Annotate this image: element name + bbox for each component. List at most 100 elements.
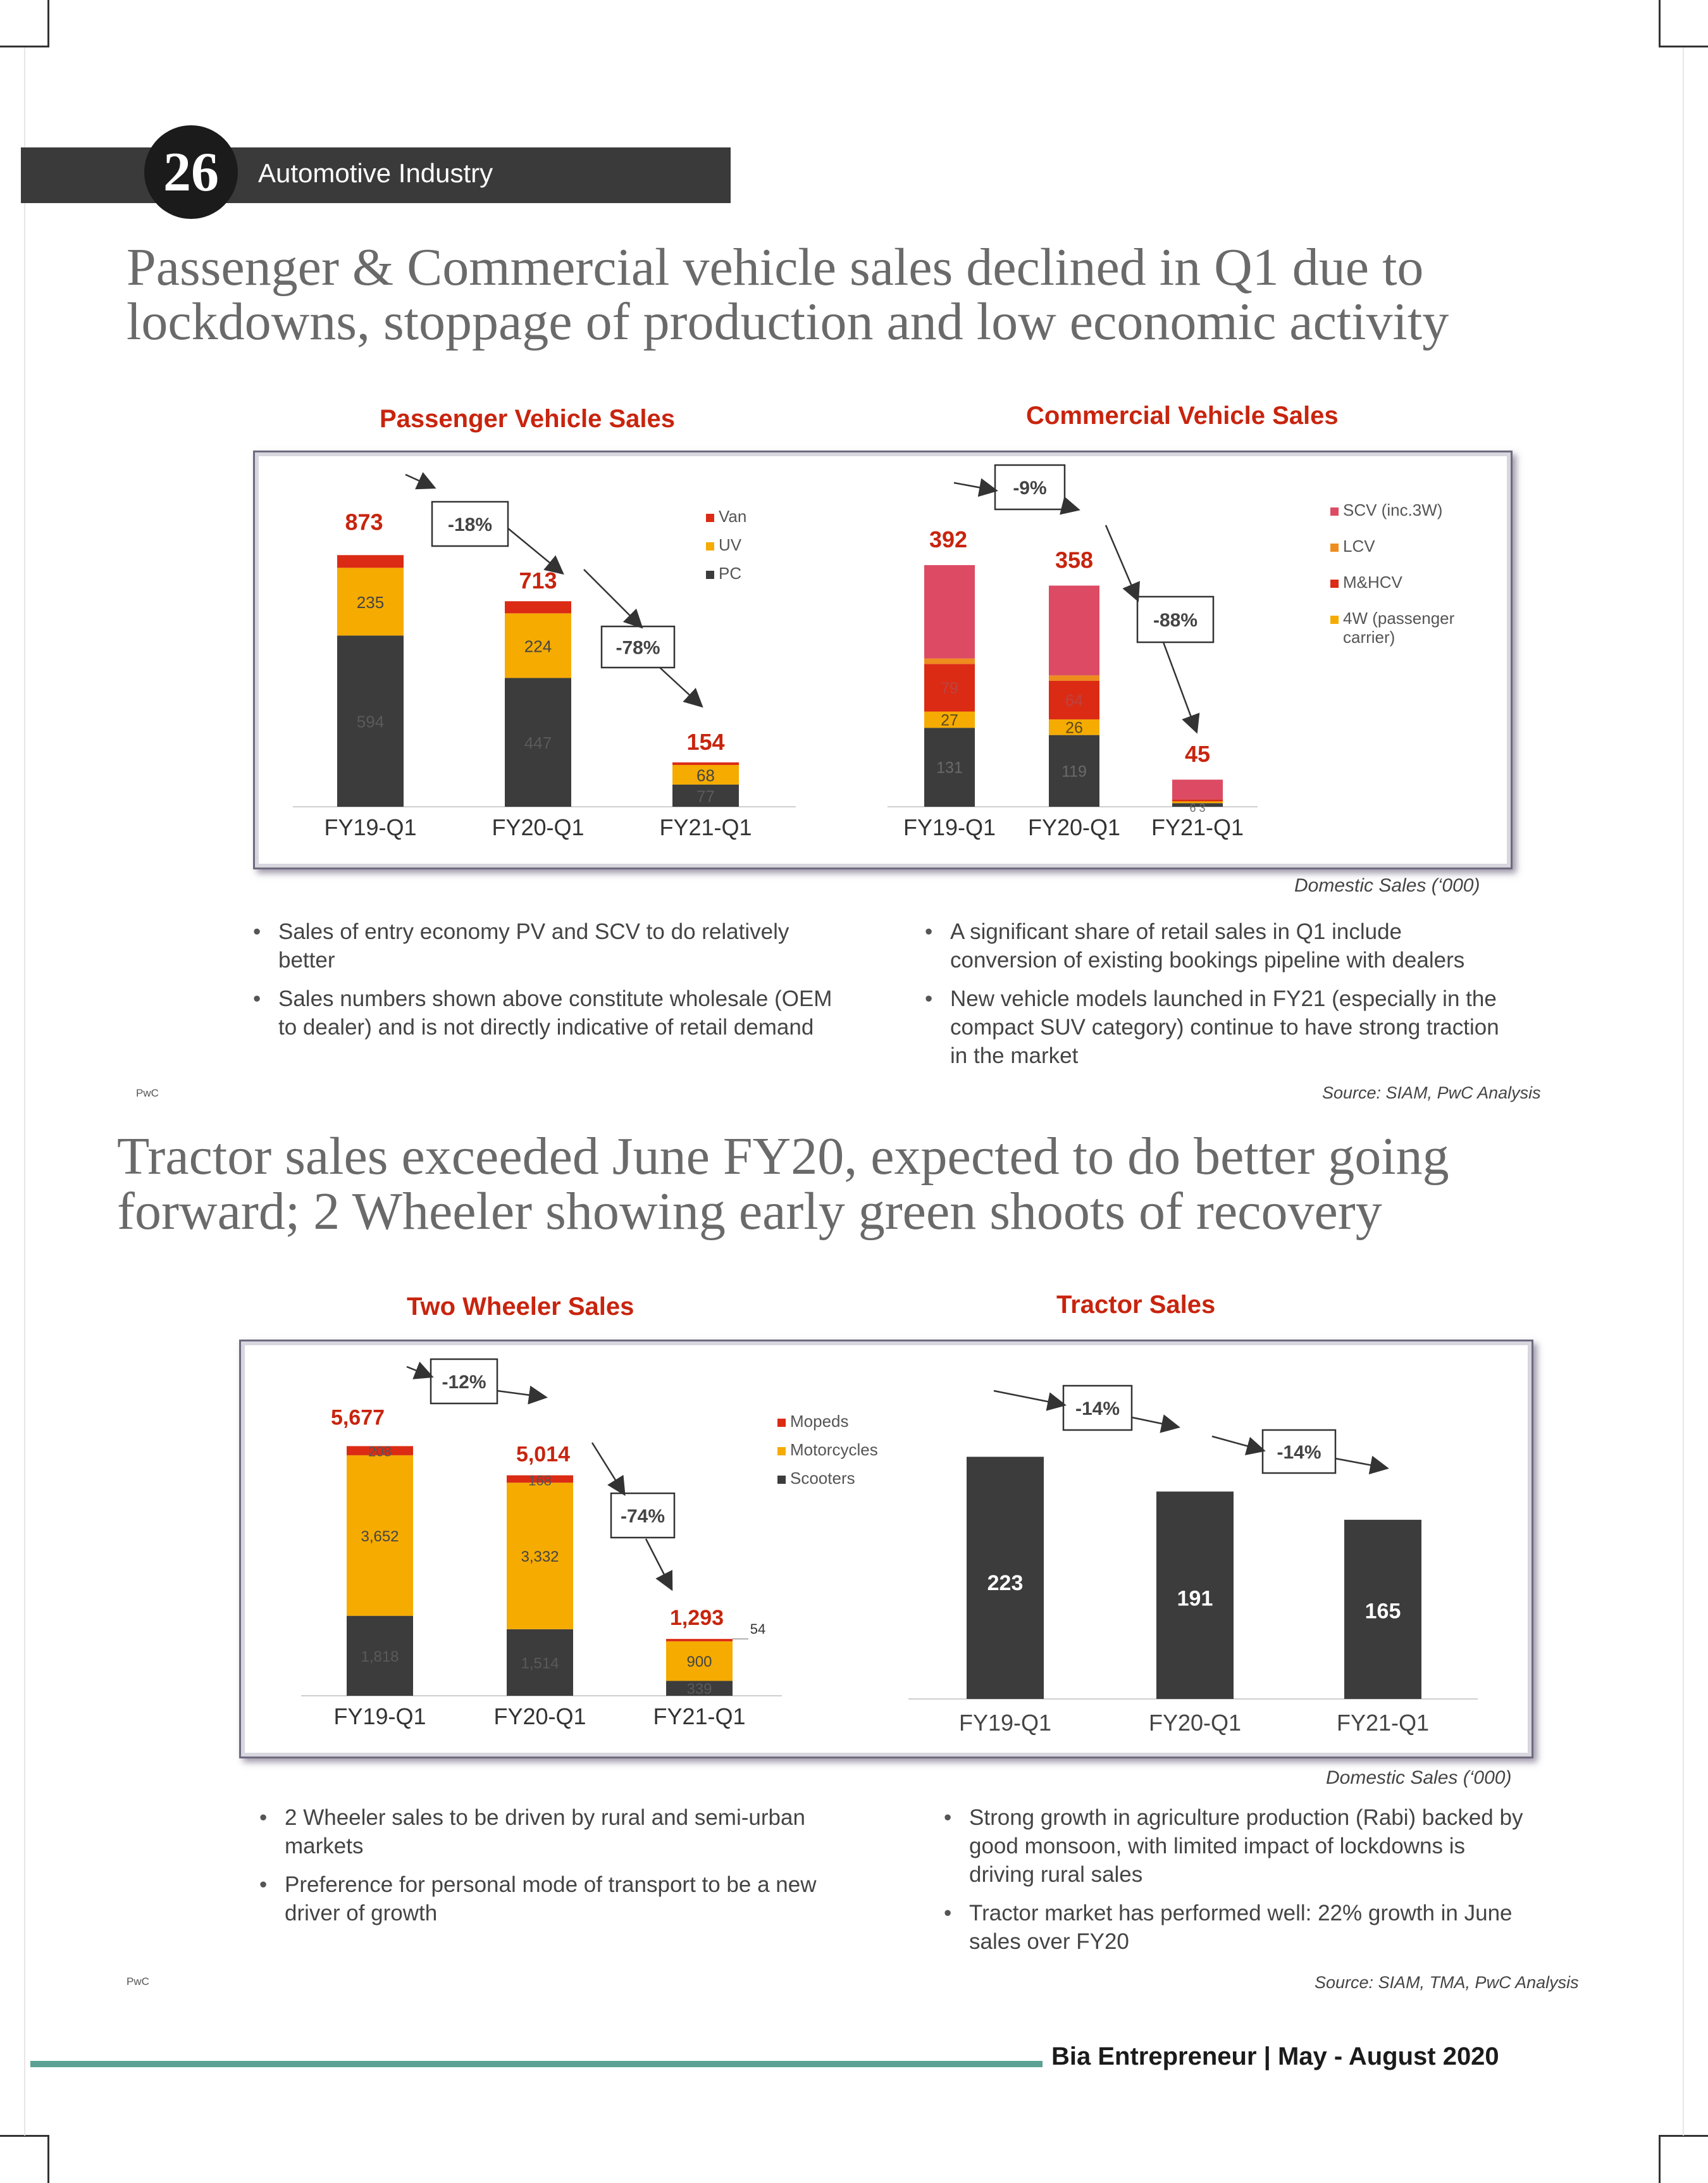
data-label: 131	[936, 759, 963, 777]
passenger-commercial-charts: 594 235 873 FY19-Q1 447 224 713 FY20-Q1 77 68 154 F…	[293, 464, 1455, 840]
pwc-label: PwC	[136, 1087, 159, 1099]
bar-segment	[924, 664, 975, 712]
page-number: 26	[144, 125, 238, 219]
bar-segment	[1049, 680, 1099, 719]
bar-segment	[1049, 735, 1099, 807]
bullet-list: A significant share of retail sales in Q…	[925, 917, 1513, 1080]
bar-segment	[347, 1615, 413, 1696]
bar-segment	[337, 635, 404, 807]
legend-label: UV	[719, 535, 742, 554]
pwc-label: PwC	[127, 1975, 149, 1987]
data-label: 447	[524, 733, 552, 752]
footer-publication: Bia Entrepreneur | May - August 2020	[1051, 2043, 1499, 2070]
headline-line-1: Passenger & Commercial vehicle sales dec…	[127, 238, 1424, 297]
crop-mark	[1660, 46, 1708, 47]
total-label: 45	[1185, 741, 1210, 767]
section-header-bar	[21, 147, 731, 203]
page-edge	[24, 47, 25, 2136]
trend-arrow	[1211, 1435, 1266, 1455]
chart-panel: 594 235 873 FY19-Q1 447 224 713 FY20-Q1 77 68 154 F…	[253, 451, 1513, 869]
bar-segment	[924, 711, 975, 728]
change-callout-box	[430, 1358, 498, 1405]
legend-swatch	[706, 542, 714, 550]
trend-arrow	[591, 1442, 626, 1496]
bullet-list: Sales of entry economy PV and SCV to do …	[253, 917, 848, 1052]
bar-segment	[1172, 799, 1223, 802]
data-label: 77	[696, 787, 715, 805]
data-label: 594	[357, 712, 384, 731]
legend-label: SCV (inc.3W)	[1343, 501, 1442, 519]
change-callout-box	[1062, 1384, 1133, 1431]
bar-segment	[924, 658, 975, 664]
trend-arrow	[953, 478, 998, 497]
data-label: 339	[686, 1681, 712, 1698]
bar-segment	[924, 565, 975, 659]
section-label: Automotive Industry	[258, 158, 493, 188]
bar-segment	[1172, 803, 1223, 807]
legend-label: Van	[719, 507, 746, 526]
bar-segment	[666, 1681, 733, 1696]
crop-mark	[0, 46, 48, 47]
data-label: 224	[524, 637, 552, 656]
data-label: 191	[1177, 1587, 1213, 1611]
bar-segment	[505, 601, 571, 614]
bar-segment	[347, 1446, 413, 1455]
legend-label: Scooters	[790, 1469, 855, 1488]
headline-line-2: lockdowns, stoppage of production and lo…	[127, 292, 1449, 351]
trend-arrow	[1162, 642, 1200, 734]
bar-segment	[672, 784, 739, 807]
trend-arrow	[1131, 1414, 1180, 1433]
trend-arrow	[583, 569, 643, 629]
change-callout-box	[600, 625, 676, 669]
trend-arrow	[659, 667, 703, 708]
category-label: FY21-Q1	[653, 1703, 745, 1729]
chart-title: Two Wheeler Sales	[407, 1293, 634, 1321]
legend-swatch	[1330, 544, 1339, 552]
legend-label: PC	[719, 564, 741, 583]
change-callout-label: -14%	[1075, 1398, 1120, 1419]
data-label: 119	[1061, 762, 1087, 780]
total-label: 5,677	[331, 1405, 385, 1429]
data-label: 1,818	[361, 1648, 399, 1665]
domestic-sales-note: Domestic Sales (‘000)	[1326, 1767, 1512, 1788]
bar-segment	[1172, 780, 1223, 800]
change-callout-box	[610, 1492, 676, 1539]
bullet-list: 2 Wheeler sales to be driven by rural an…	[259, 1803, 867, 1937]
data-label: 54	[750, 1621, 765, 1637]
legend-label: Mopeds	[790, 1412, 849, 1431]
headline-line-2: forward; 2 Wheeler showing early green s…	[117, 1182, 1382, 1241]
change-callout-label: -78%	[616, 638, 660, 659]
change-callout-label: -18%	[448, 514, 492, 535]
data-label: 3,652	[361, 1528, 399, 1545]
bullet-item: New vehicle models launched in FY21 (esp…	[925, 985, 1513, 1070]
headline-line-1: Tractor sales exceeded June FY20, expect…	[117, 1127, 1449, 1186]
bar-segment	[1049, 719, 1099, 735]
change-callout-box	[994, 464, 1066, 511]
crop-mark	[1659, 0, 1661, 47]
category-label: FY21-Q1	[659, 814, 752, 840]
bullet-item: A significant share of retail sales in Q…	[925, 917, 1513, 974]
legend-swatch	[1330, 580, 1339, 588]
data-label: 235	[357, 593, 384, 612]
footer-rule	[30, 2061, 1043, 2067]
legend-swatch	[706, 514, 714, 522]
crop-mark	[47, 2135, 49, 2183]
bar-segment	[924, 728, 975, 807]
data-label: 26	[1065, 719, 1083, 737]
change-callout-box	[1136, 595, 1215, 644]
bar-segment	[337, 568, 404, 636]
bar-segment	[672, 762, 739, 765]
bar-segment	[505, 678, 571, 807]
category-label: FY20-Q1	[1149, 1710, 1241, 1736]
legend-swatch	[777, 1476, 786, 1484]
legend-swatch	[777, 1419, 786, 1427]
domestic-sales-note: Domestic Sales (‘000)	[1294, 875, 1480, 896]
bar-segment	[1049, 585, 1099, 676]
bullet-list: Strong growth in agriculture production …	[944, 1803, 1526, 1966]
bar-segment	[1049, 675, 1099, 681]
total-label: 873	[345, 509, 383, 535]
change-callout-label: -12%	[442, 1372, 486, 1393]
bar-segment	[666, 1641, 733, 1681]
trend-arrow	[405, 471, 436, 490]
total-label: 154	[686, 729, 724, 755]
